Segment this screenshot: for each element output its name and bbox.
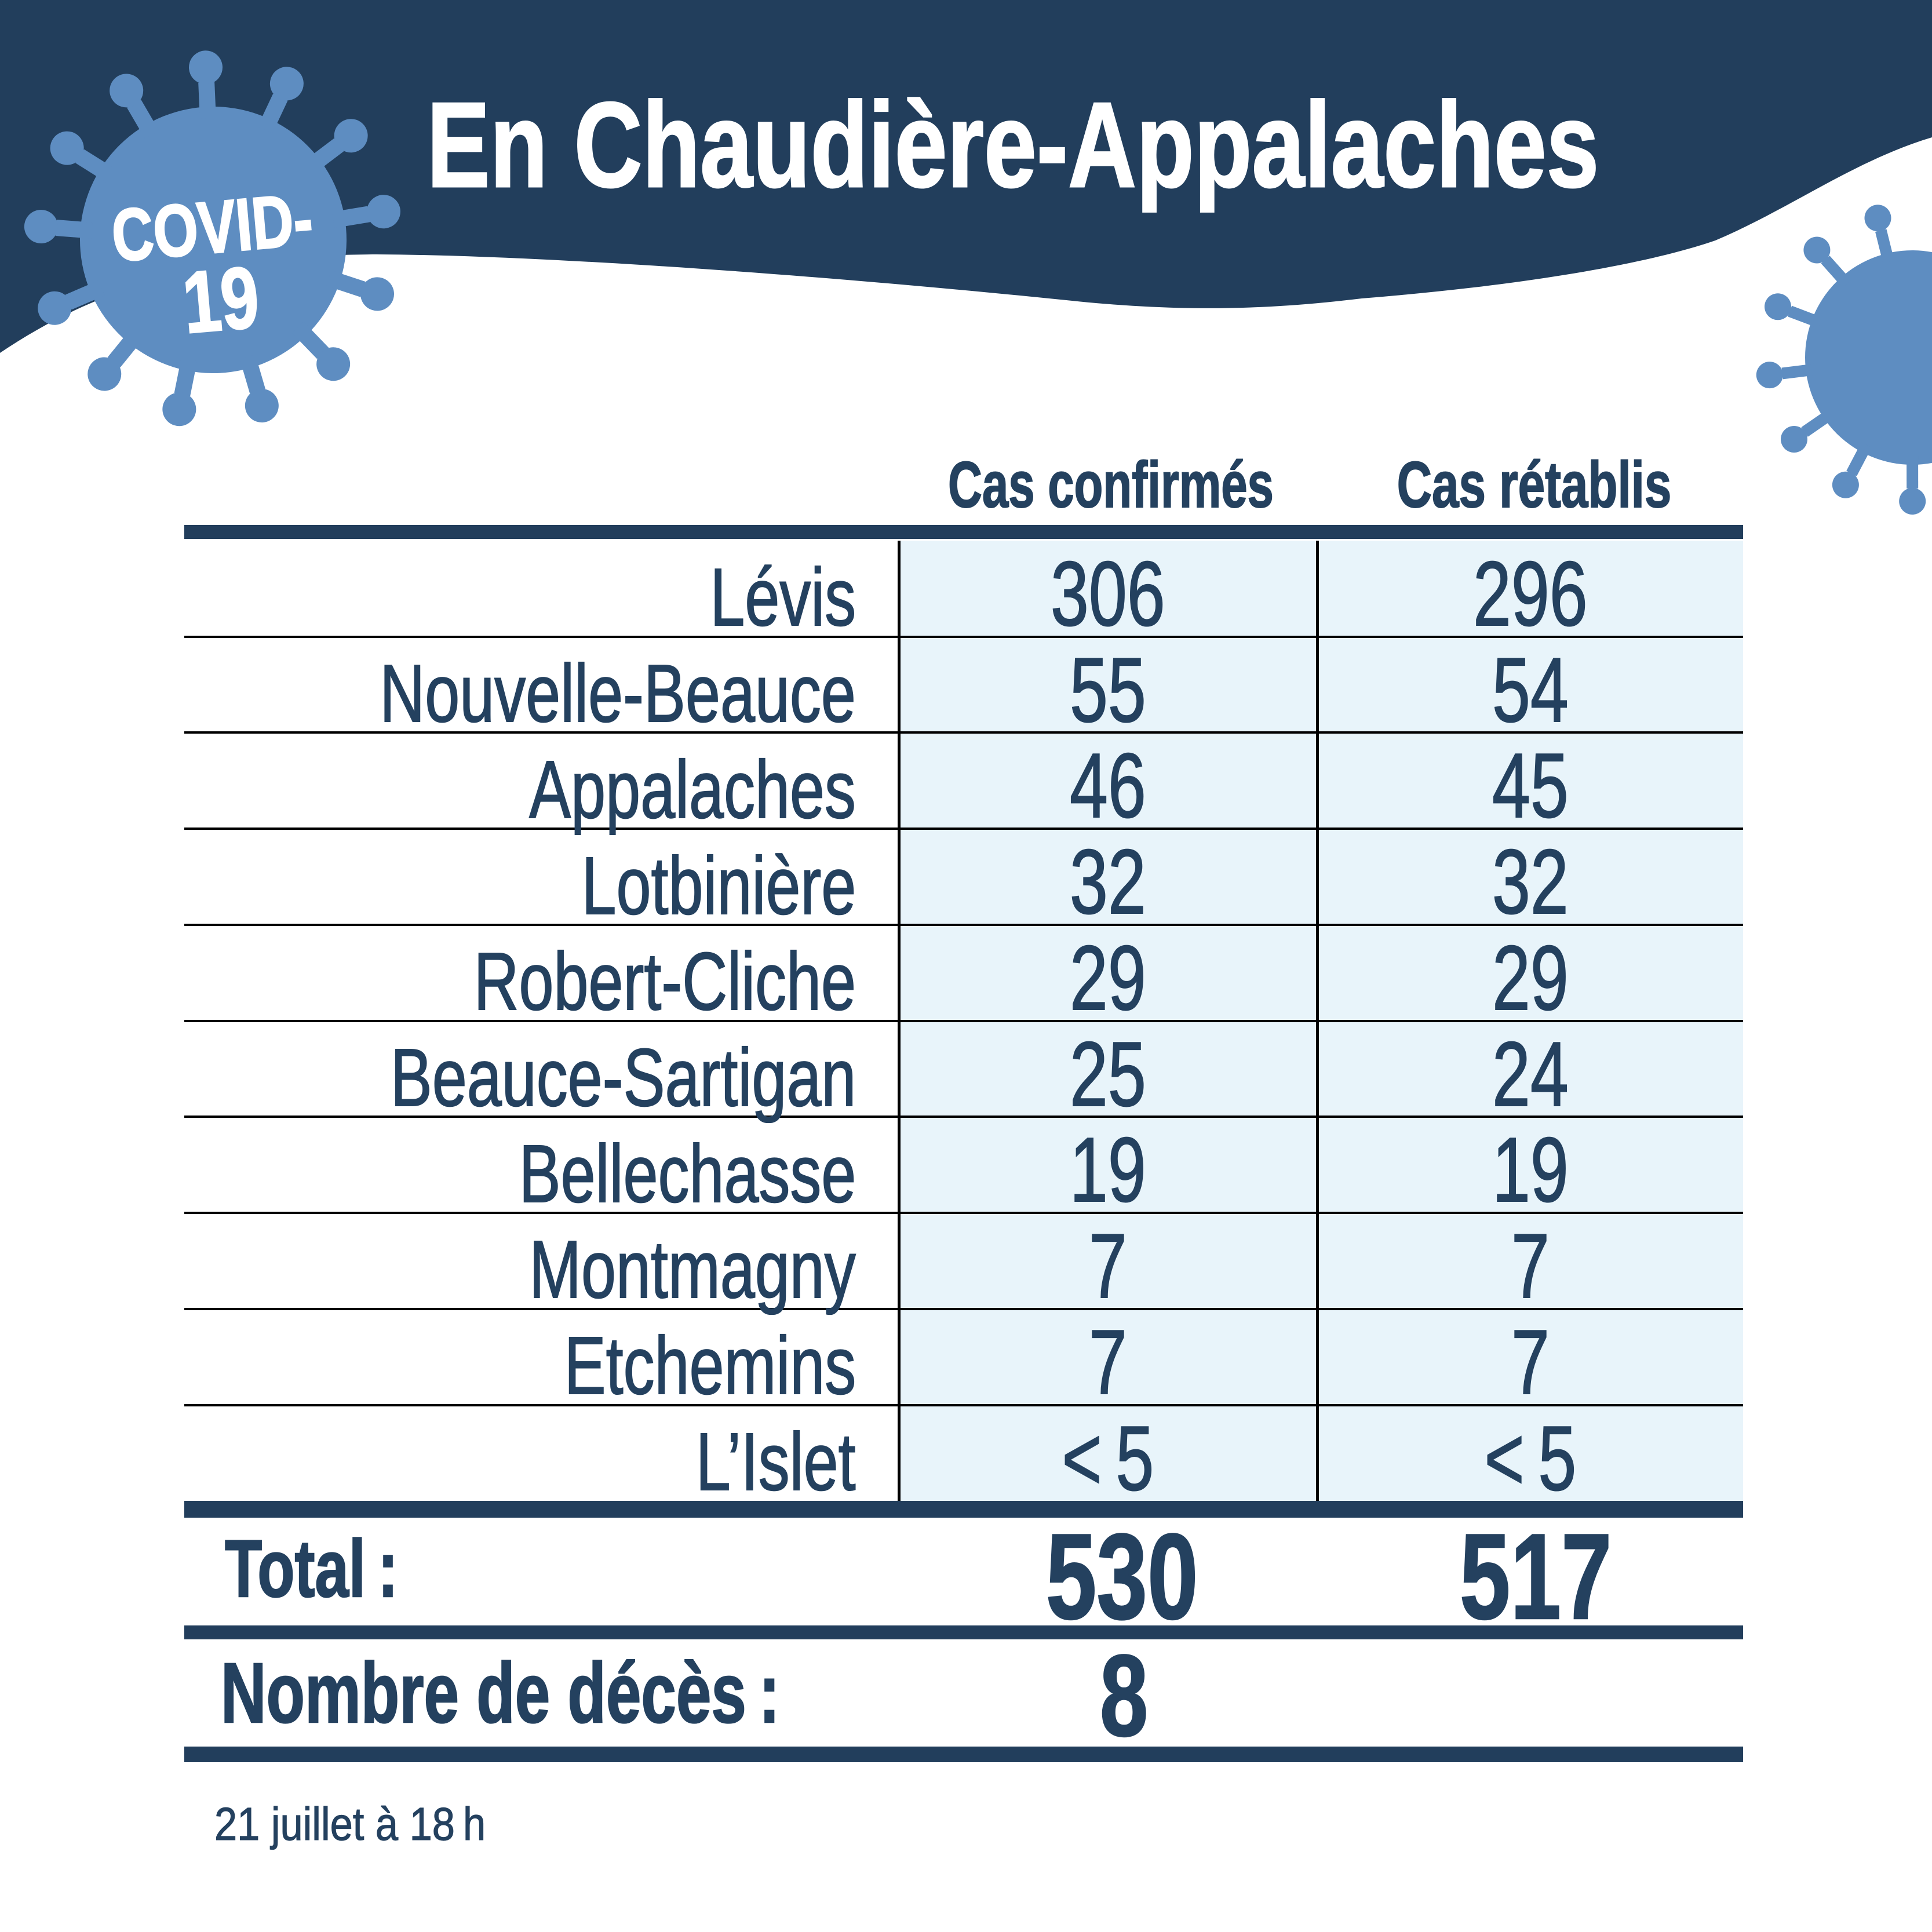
svg-text:COVID-: COVID- xyxy=(108,178,316,278)
svg-text:19: 19 xyxy=(179,248,263,352)
